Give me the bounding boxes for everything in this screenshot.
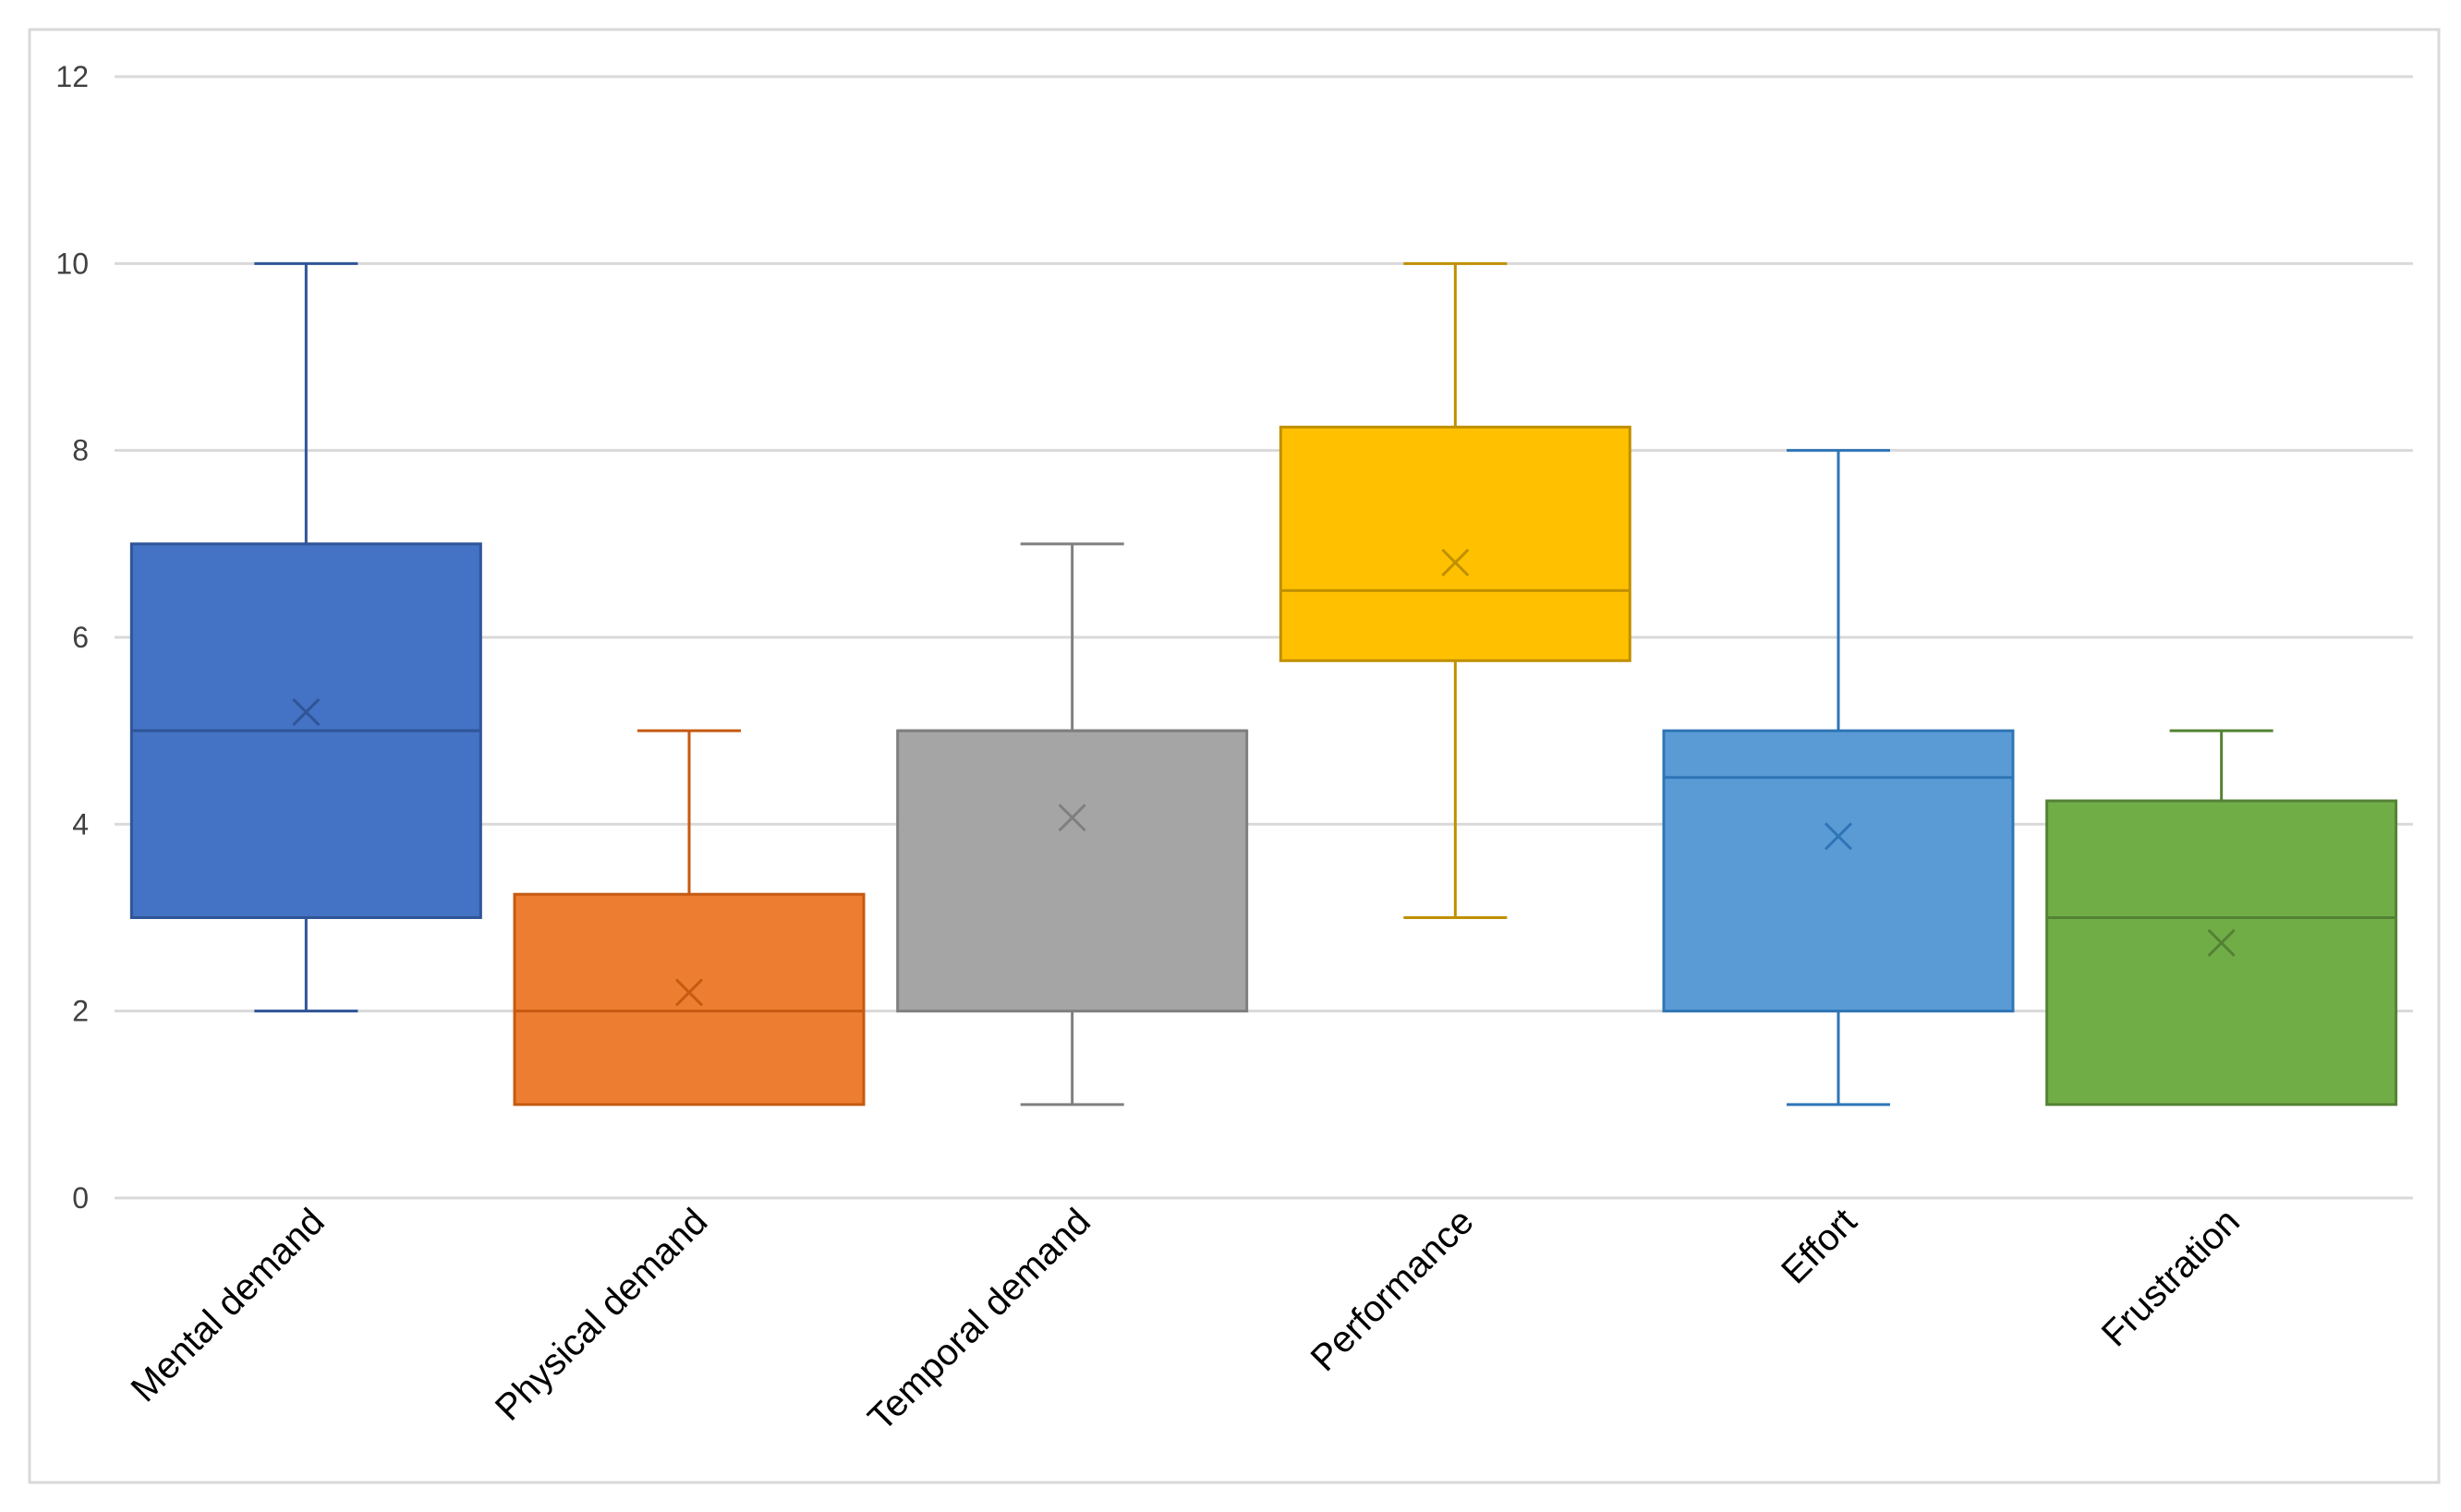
y-tick-label: 12: [55, 60, 89, 93]
y-tick-label: 2: [72, 995, 89, 1028]
mean-marker: [292, 697, 321, 726]
box-group: [1279, 261, 1631, 919]
iqr-box: [1279, 425, 1631, 662]
box-group: [896, 542, 1249, 1107]
mean-marker: [674, 978, 704, 1007]
mean-marker: [1441, 549, 1470, 577]
iqr-box: [1662, 729, 2015, 1013]
box-group: [1662, 449, 2015, 1107]
gridlines: [115, 75, 2413, 1200]
iqr-box: [2045, 799, 2398, 1107]
y-tick-label: 10: [55, 247, 89, 280]
y-tick-label: 4: [72, 807, 89, 841]
y-tick-label: 0: [72, 1181, 89, 1215]
iqr-box: [513, 892, 866, 1107]
mean-marker: [1058, 804, 1086, 832]
box-group: [2045, 729, 2398, 1107]
y-tick-label: 8: [72, 434, 89, 467]
iqr-box: [896, 729, 1249, 1013]
box-group: [513, 729, 866, 1107]
y-axis-ticks: 0 2 4 6 8 10 12: [55, 60, 89, 1215]
box-group: [129, 261, 482, 1013]
mean-marker: [1824, 822, 1853, 851]
boxes: [129, 261, 2398, 1107]
mean-marker: [2207, 928, 2236, 957]
y-tick-label: 6: [72, 621, 89, 654]
